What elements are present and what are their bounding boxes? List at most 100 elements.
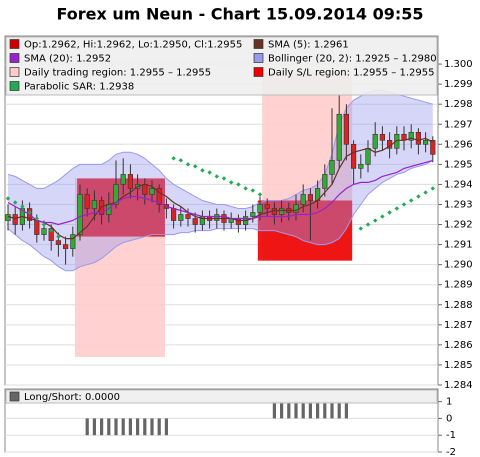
sar-dot [358, 226, 363, 231]
sar-dot [56, 234, 61, 239]
candle-body [329, 160, 335, 175]
sar-dot [171, 156, 176, 161]
y-tick-label: 1.285 [444, 360, 473, 371]
legend-swatch [9, 53, 20, 63]
candle-body [41, 228, 47, 235]
sar-dot [193, 164, 198, 169]
legend-swatch [9, 81, 20, 91]
candle-body [149, 188, 155, 195]
sar-dot [49, 228, 54, 233]
region [77, 178, 165, 237]
candle-body [372, 133, 378, 149]
legend-swatch [253, 67, 264, 77]
bar [85, 418, 89, 436]
candle-body [264, 204, 270, 209]
bar [114, 418, 118, 436]
legend-swatch [9, 391, 20, 402]
candle-body [62, 244, 69, 249]
y-tick-label: 1.291 [444, 240, 473, 251]
sar-dot [423, 190, 428, 195]
candle-body [156, 188, 162, 205]
legend-label: Long/Short: 0.0000 [24, 392, 120, 403]
y-tick-label: 1.290 [444, 260, 473, 271]
bar [121, 418, 125, 436]
candle-body [185, 214, 191, 219]
legend-label: Daily S/L region: 1.2955 – 1.2955 [268, 68, 434, 79]
y-tick-label: -2 [446, 447, 456, 457]
indicator-line [7, 137, 434, 240]
sar-dot [20, 204, 25, 209]
bar [301, 401, 305, 419]
candle-body [365, 148, 371, 165]
y-tick-label: 1.288 [444, 300, 473, 311]
y-tick-label: 1.286 [444, 340, 473, 351]
candle-body [343, 113, 350, 145]
candle-body [322, 174, 328, 189]
candle-body [293, 204, 299, 213]
sar-dot [416, 194, 421, 199]
y-tick-label: -1 [446, 430, 456, 441]
sar-dot [373, 218, 378, 223]
sar-dot [380, 214, 385, 219]
bollinger-lower [7, 159, 434, 272]
legend-box [5, 389, 438, 404]
y-tick-label: 1.284 [444, 380, 473, 391]
candle-body [394, 133, 400, 149]
sar-dot [365, 222, 371, 227]
candle-body [84, 194, 90, 209]
candle-body [91, 200, 97, 209]
candle-body [77, 194, 83, 235]
candle-body [113, 184, 119, 205]
sar-dot [236, 182, 241, 187]
candle-body [278, 208, 285, 215]
legend-box [5, 36, 438, 96]
candle-body [408, 131, 414, 141]
candle-body [379, 133, 386, 141]
sar-dot [214, 174, 219, 179]
bar [308, 401, 312, 419]
bar [272, 401, 276, 419]
bar [164, 418, 168, 436]
sar-dot [200, 168, 205, 173]
candle-body [192, 218, 198, 225]
legend-label: SMA (5): 1.2961 [268, 40, 349, 51]
chart-title: Forex um Neun - Chart 15.09.2014 09:55 [56, 5, 423, 24]
candle-body [300, 194, 306, 205]
bar [323, 401, 327, 419]
candle-body [336, 113, 342, 161]
candle-body [257, 204, 263, 213]
sar-dot [243, 186, 248, 191]
candle-body [70, 234, 76, 249]
sar-dot [178, 158, 183, 163]
legend-swatch [9, 39, 20, 49]
candle-body [171, 208, 177, 221]
y-tick-label: 1.298 [444, 99, 473, 110]
y-tick-label: 1.293 [444, 199, 473, 210]
candle-body [250, 212, 256, 217]
sar-dot [13, 200, 18, 205]
sar-dot [394, 206, 399, 211]
candle-body [120, 174, 126, 185]
sar-dot [221, 176, 227, 181]
y-tick-label: 1.300 [444, 59, 473, 70]
indicator-line [7, 159, 433, 226]
candle-body [350, 144, 357, 169]
sar-dot [207, 170, 212, 175]
bar [287, 401, 291, 419]
candle-body [12, 214, 18, 225]
sar-dot [409, 198, 414, 203]
y-tick-label: 1.289 [444, 280, 473, 291]
bollinger-fill [8, 90, 433, 271]
bar [150, 418, 154, 436]
bar [143, 418, 147, 436]
y-tick-label: 1.295 [444, 159, 473, 170]
bollinger-upper [7, 89, 433, 209]
sar-dot [401, 202, 407, 207]
bar [157, 418, 161, 436]
sar-dot [34, 216, 39, 221]
y-tick-label: 1.294 [444, 179, 473, 190]
legend-label: Daily trading region: 1.2955 – 1.2955 [24, 68, 211, 79]
y-tick-label: 0 [446, 413, 452, 424]
y-tick-label: 1.287 [444, 320, 473, 331]
